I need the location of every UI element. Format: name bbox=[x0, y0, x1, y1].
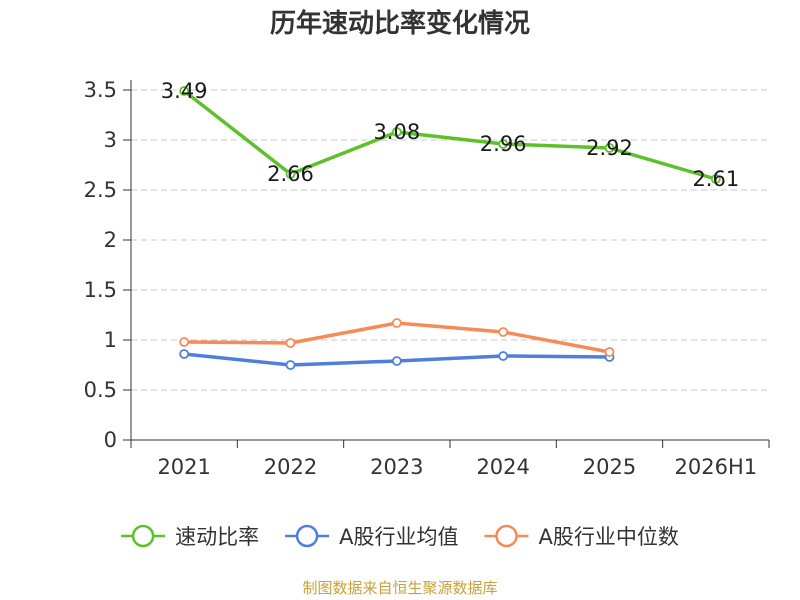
source-note: 制图数据来自恒生聚源数据库 bbox=[302, 579, 497, 597]
axes: 0 0.5 1 1.5 2 2.5 3 3.5 2021 2022 2023 2024 2025 2026… bbox=[84, 78, 770, 479]
data-labels: 3.49 2.66 3.08 2.96 2.92 2.61 bbox=[161, 79, 739, 191]
x-tick-label: 2025 bbox=[583, 455, 636, 479]
legend-marker bbox=[295, 524, 319, 548]
x-tick-label: 2023 bbox=[370, 455, 423, 479]
series-line-0 bbox=[182, 89, 718, 181]
data-point bbox=[285, 169, 296, 179]
y-tick-label: 1.5 bbox=[84, 278, 117, 302]
data-point bbox=[498, 327, 509, 337]
x-tick-label: 2021 bbox=[157, 455, 210, 479]
data-point bbox=[179, 337, 190, 347]
y-tick-label: 2 bbox=[104, 228, 117, 252]
grid-lines bbox=[131, 89, 769, 391]
legend-item[interactable]: 速动比率 bbox=[121, 524, 259, 549]
data-point bbox=[179, 86, 190, 96]
data-label: 2.92 bbox=[586, 136, 633, 160]
data-point bbox=[285, 360, 296, 370]
data-label: 2.66 bbox=[267, 162, 314, 186]
data-point bbox=[710, 174, 721, 184]
legend-marker bbox=[131, 524, 155, 548]
x-tick-label: 2022 bbox=[264, 455, 317, 479]
chart-title: 历年速动比率变化情况 bbox=[270, 8, 530, 39]
legend[interactable]: 速动比率 A股行业均值 A股行业中位数 bbox=[121, 524, 679, 549]
y-tick-label: 1 bbox=[104, 328, 117, 352]
legend-marker bbox=[495, 524, 518, 548]
data-label: 2.96 bbox=[480, 132, 527, 156]
y-tick-label: 3.5 bbox=[84, 78, 117, 102]
data-label: 3.49 bbox=[161, 79, 208, 103]
data-point bbox=[285, 338, 296, 348]
x-tick-label: 2026H1 bbox=[675, 455, 758, 479]
y-tick-label: 0.5 bbox=[84, 378, 117, 402]
data-label: 2.61 bbox=[692, 167, 739, 191]
data-label: 3.08 bbox=[373, 120, 420, 144]
legend-label: 速动比率 bbox=[175, 525, 259, 549]
data-point bbox=[391, 318, 402, 328]
y-tick-label: 3 bbox=[104, 128, 117, 152]
y-tick-label: 0 bbox=[104, 428, 117, 452]
data-point bbox=[179, 349, 190, 359]
data-point bbox=[498, 351, 509, 361]
data-point bbox=[498, 139, 509, 149]
legend-label: A股行业中位数 bbox=[539, 525, 679, 549]
data-point bbox=[604, 143, 615, 153]
legend-item[interactable]: A股行业均值 bbox=[285, 524, 458, 549]
y-tick-label: 2.5 bbox=[84, 178, 117, 202]
legend-label: A股行业均值 bbox=[339, 525, 458, 549]
data-point bbox=[391, 127, 402, 137]
x-tick-label: 2024 bbox=[476, 455, 529, 479]
series-lines bbox=[179, 86, 721, 370]
data-point bbox=[391, 356, 402, 366]
legend-item[interactable]: A股行业中位数 bbox=[484, 524, 679, 549]
data-point bbox=[604, 347, 615, 357]
